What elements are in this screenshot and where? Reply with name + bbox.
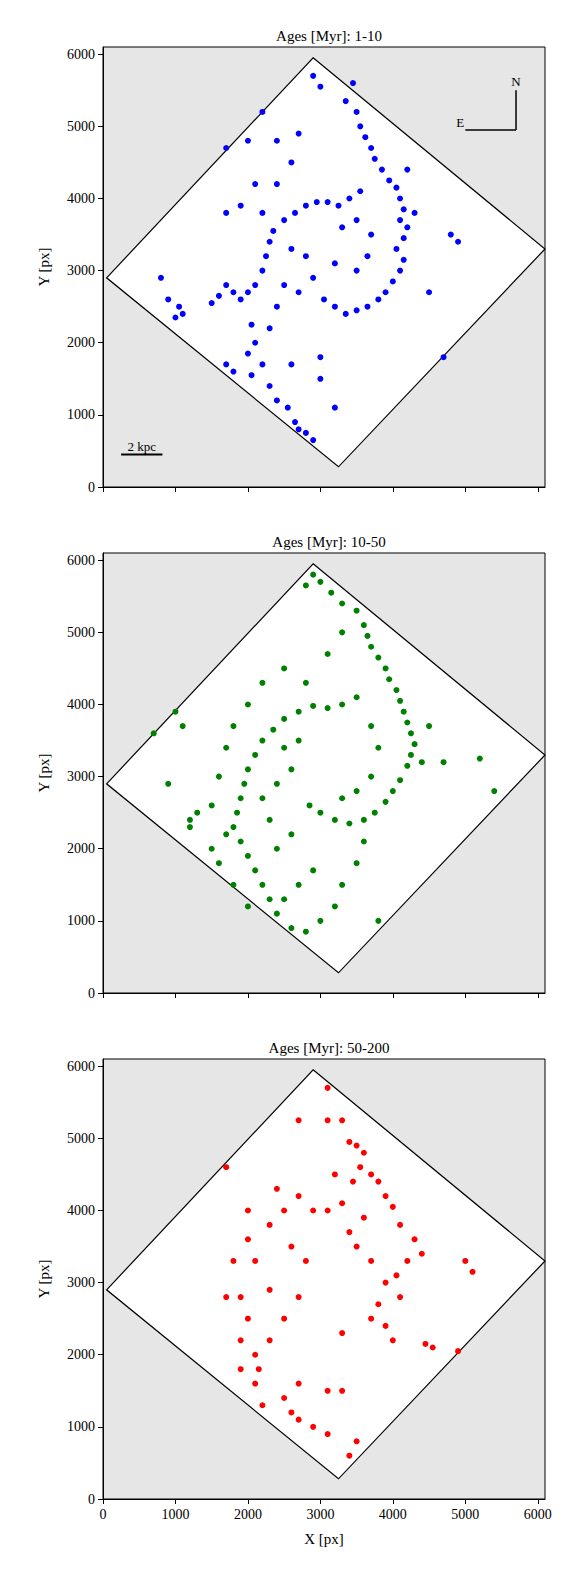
- svg-text:4000: 4000: [67, 1203, 95, 1218]
- svg-text:2000: 2000: [67, 335, 95, 350]
- svg-text:Y [px]: Y [px]: [36, 753, 52, 792]
- svg-text:6000: 6000: [67, 47, 95, 62]
- svg-text:2000: 2000: [234, 1507, 262, 1522]
- svg-text:0: 0: [100, 1507, 107, 1522]
- svg-text:6000: 6000: [67, 1059, 95, 1074]
- svg-text:3000: 3000: [67, 263, 95, 278]
- svg-text:5000: 5000: [67, 1131, 95, 1146]
- svg-text:4000: 4000: [67, 697, 95, 712]
- svg-text:3000: 3000: [306, 1507, 334, 1522]
- svg-text:4000: 4000: [67, 191, 95, 206]
- svg-text:1000: 1000: [67, 913, 95, 928]
- svg-text:5000: 5000: [67, 625, 95, 640]
- svg-text:6000: 6000: [524, 1507, 552, 1522]
- svg-text:0: 0: [88, 986, 95, 1001]
- svg-text:1000: 1000: [67, 1419, 95, 1434]
- svg-text:Y [px]: Y [px]: [36, 1259, 52, 1298]
- svg-text:2 kpc: 2 kpc: [127, 439, 156, 454]
- svg-text:1000: 1000: [161, 1507, 189, 1522]
- svg-text:Ages [Myr]: 1-10: Ages [Myr]: 1-10: [276, 28, 382, 44]
- svg-text:2000: 2000: [67, 1347, 95, 1362]
- svg-text:N: N: [511, 74, 521, 89]
- svg-text:0: 0: [88, 480, 95, 495]
- svg-text:6000: 6000: [67, 553, 95, 568]
- svg-text:5000: 5000: [67, 119, 95, 134]
- svg-text:2000: 2000: [67, 841, 95, 856]
- svg-text:5000: 5000: [451, 1507, 479, 1522]
- svg-text:E: E: [456, 115, 464, 130]
- svg-text:Ages [Myr]: 10-50: Ages [Myr]: 10-50: [272, 534, 385, 550]
- svg-text:Ages [Myr]: 50-200: Ages [Myr]: 50-200: [269, 1040, 390, 1056]
- svg-text:3000: 3000: [67, 1275, 95, 1290]
- svg-text:3000: 3000: [67, 769, 95, 784]
- svg-text:X [px]: X [px]: [304, 1531, 344, 1547]
- svg-text:Y [px]: Y [px]: [36, 247, 52, 286]
- svg-text:1000: 1000: [67, 407, 95, 422]
- svg-text:4000: 4000: [379, 1507, 407, 1522]
- svg-text:0: 0: [88, 1492, 95, 1507]
